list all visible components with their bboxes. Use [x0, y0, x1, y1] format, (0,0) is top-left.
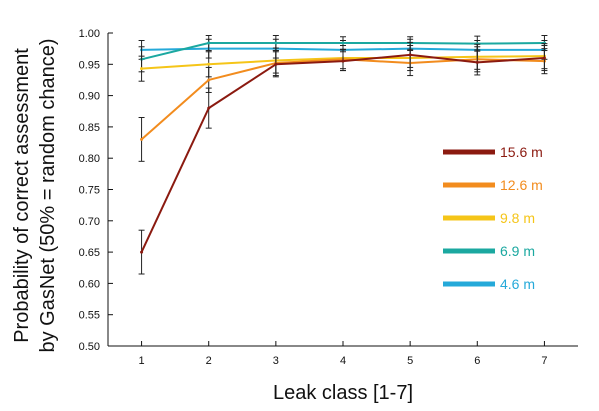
legend: 15.6 m 12.6 m 9.8 m 6.9 m 4.6 m	[443, 144, 543, 292]
data-point	[207, 78, 211, 82]
y-tick-label: 0.50	[79, 341, 100, 353]
x-tick-label: 7	[541, 355, 547, 367]
legend-label: 6.9 m	[500, 243, 535, 259]
data-point	[207, 106, 211, 110]
series-layer	[138, 35, 548, 275]
data-point	[475, 60, 479, 64]
y-axis-title-line-1: Probability of correct assessment	[11, 48, 33, 343]
legend-label: 12.6 m	[500, 177, 543, 193]
data-point	[408, 53, 412, 57]
data-point	[207, 41, 211, 45]
legend-label: 15.6 m	[500, 144, 543, 160]
axis-titles: Leak class [1-7] Probability of correct …	[11, 38, 413, 404]
data-point	[274, 62, 278, 66]
x-axis-title: Leak class [1-7]	[273, 382, 413, 404]
series-15-6-m	[138, 41, 548, 275]
x-tick-label: 6	[474, 355, 480, 367]
y-tick-label: 0.80	[79, 153, 100, 165]
data-point	[140, 137, 144, 141]
y-tick-label: 1.00	[79, 28, 100, 40]
x-tick-label: 3	[273, 355, 279, 367]
y-tick-label: 0.90	[79, 91, 100, 103]
x-tick-label: 5	[407, 355, 413, 367]
y-tick-label: 0.70	[79, 216, 100, 228]
data-point	[207, 62, 211, 66]
x-tick-label: 1	[139, 355, 145, 367]
x-ticks: 1 2 3 4 5 6 7	[139, 341, 547, 367]
y-axis-title-line-2: by GasNet (50% = random chance)	[37, 38, 59, 352]
data-point	[542, 56, 546, 60]
y-tick-label: 0.65	[79, 247, 100, 259]
data-point	[274, 41, 278, 45]
data-point	[341, 41, 345, 45]
x-tick-label: 4	[340, 355, 346, 367]
x-tick-label: 2	[206, 355, 212, 367]
y-tick-label: 0.95	[79, 59, 100, 71]
series-line	[140, 58, 545, 141]
data-point	[341, 59, 345, 63]
data-point	[140, 67, 144, 71]
y-tick-label: 0.75	[79, 185, 100, 197]
y-tick-label: 0.85	[79, 122, 100, 134]
y-tick-label: 0.55	[79, 310, 100, 322]
y-tick-label: 0.60	[79, 278, 100, 290]
y-ticks: 0.50 0.55 0.60 0.65 0.70 0.75 0.80 0.85 0.90 0.95…	[79, 28, 113, 353]
legend-label: 4.6 m	[500, 276, 535, 292]
legend-label: 9.8 m	[500, 210, 535, 226]
data-point	[140, 250, 144, 254]
